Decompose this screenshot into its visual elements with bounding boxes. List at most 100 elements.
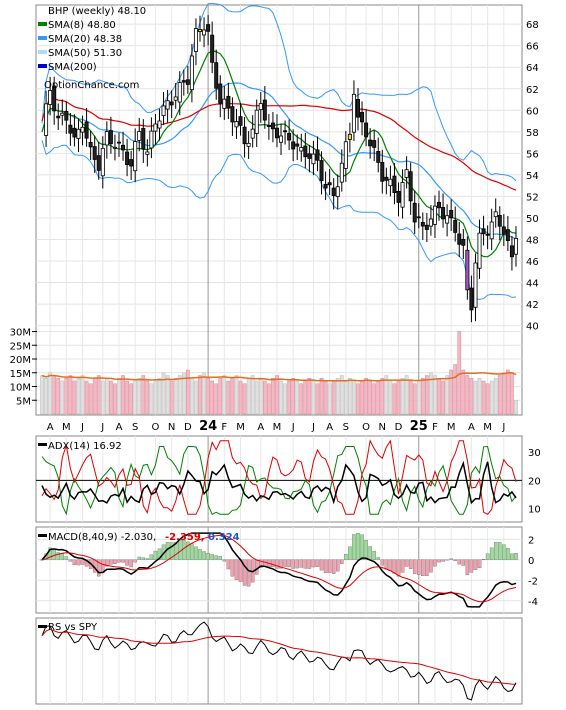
month-label: D — [184, 422, 192, 433]
candle-body — [400, 182, 405, 208]
macd-histogram-bar — [388, 559, 393, 571]
volume-bar — [84, 380, 89, 415]
price-tick-label: 48 — [526, 235, 539, 246]
legend-swatch-sma20 — [38, 36, 47, 40]
price-tick-label: 42 — [526, 300, 539, 311]
macd-histogram-bar — [441, 559, 445, 562]
macd-histogram-bar — [429, 559, 433, 573]
volume-bar — [469, 378, 474, 415]
price-tick-label: 62 — [526, 85, 539, 96]
candle-body — [315, 149, 320, 161]
volume-bar — [149, 383, 154, 415]
candle-body — [48, 90, 53, 105]
macd-histogram-bar — [287, 559, 291, 568]
macd-histogram-bar — [157, 548, 162, 560]
volume-bar — [453, 364, 458, 415]
candle-body — [489, 221, 494, 240]
month-label: 25 — [410, 419, 428, 434]
price-panel-frame — [35, 4, 523, 416]
candle-body — [311, 153, 316, 165]
price-tick-label: 40 — [526, 322, 539, 333]
volume-bar — [117, 378, 121, 415]
rs-label: RS vs SPY — [48, 622, 98, 633]
legend-sma8: SMA(8) 48.80 — [48, 20, 116, 31]
candle-body — [445, 215, 450, 224]
price-tick-label: 60 — [526, 106, 539, 117]
candle-body — [202, 29, 207, 36]
volume-bar — [287, 380, 291, 415]
candle-body — [497, 214, 502, 227]
macd-histogram-bar — [485, 553, 490, 560]
price-tick-label: 44 — [526, 279, 539, 290]
macd-histogram-bar — [307, 559, 312, 569]
candle-body — [473, 262, 478, 308]
macd-histogram-bar — [222, 559, 227, 562]
month-label: O — [152, 422, 160, 433]
candle-body — [493, 211, 498, 218]
candle-layer — [44, 15, 518, 323]
macd-histogram-bar — [473, 559, 478, 570]
price-tick-label: 56 — [526, 149, 539, 160]
month-label: N — [168, 422, 175, 433]
volume-bar — [157, 378, 162, 415]
volume-bar — [271, 378, 275, 415]
volume-bar — [388, 380, 393, 415]
macd-histogram-bar — [153, 550, 158, 560]
candle-body — [481, 228, 486, 235]
macd-histogram-bar — [117, 559, 121, 563]
volume-bar — [226, 380, 231, 415]
candle-body — [513, 238, 518, 255]
legend-swatch-sma200 — [38, 64, 47, 68]
candle-body — [384, 176, 389, 181]
candle-body — [218, 83, 223, 104]
legend-title: BHP (weekly) 48.10 — [48, 6, 146, 17]
candle-body — [364, 122, 369, 138]
candle-body — [210, 34, 215, 63]
volume-bar — [283, 383, 287, 415]
candle-body — [92, 146, 97, 160]
volume-bar — [104, 378, 109, 415]
candle-body — [84, 121, 89, 139]
volume-bar — [311, 380, 316, 415]
macd-histogram-bar — [105, 559, 109, 567]
volume-bar — [457, 331, 462, 415]
candle-body — [457, 233, 462, 245]
volume-bar — [335, 378, 340, 415]
candle-body — [177, 82, 182, 103]
candle-body — [52, 85, 57, 112]
candle-body — [112, 146, 117, 149]
macd-histogram-bar — [137, 556, 141, 560]
macd-histogram-bar — [125, 559, 129, 566]
macd-histogram-bar — [295, 559, 299, 569]
macd-tick-label: -2 — [528, 576, 538, 587]
month-label: S — [132, 422, 138, 433]
macd-histogram-bar — [412, 559, 417, 575]
candle-body — [274, 127, 279, 139]
volume-bar — [92, 378, 97, 415]
macd-histogram-bar — [437, 559, 441, 563]
candle-body — [44, 103, 49, 136]
candle-body — [68, 124, 73, 134]
macd-label: MACD(8,40,9) -2.030, — [48, 532, 156, 543]
macd-histogram-bar — [271, 559, 275, 568]
volume-bar — [56, 378, 61, 415]
volume-bar — [161, 372, 166, 415]
volume-bar — [222, 375, 227, 415]
volume-bar — [68, 375, 73, 415]
candle-body — [60, 112, 65, 116]
macd-histogram-bar — [141, 557, 146, 560]
macd-histogram-bar — [291, 559, 295, 569]
candle-body — [206, 24, 211, 32]
candle-body — [453, 220, 458, 233]
volume-bar — [96, 375, 101, 415]
candle-body — [437, 201, 442, 209]
volume-bar — [109, 380, 113, 415]
candle-body — [116, 141, 121, 144]
macd-histogram-bar — [230, 559, 235, 577]
volume-bar — [137, 378, 142, 415]
macd-histogram-bar — [433, 559, 437, 567]
candle-body — [238, 116, 243, 126]
macd-histogram-bar — [275, 559, 279, 569]
candle-body — [157, 120, 162, 129]
